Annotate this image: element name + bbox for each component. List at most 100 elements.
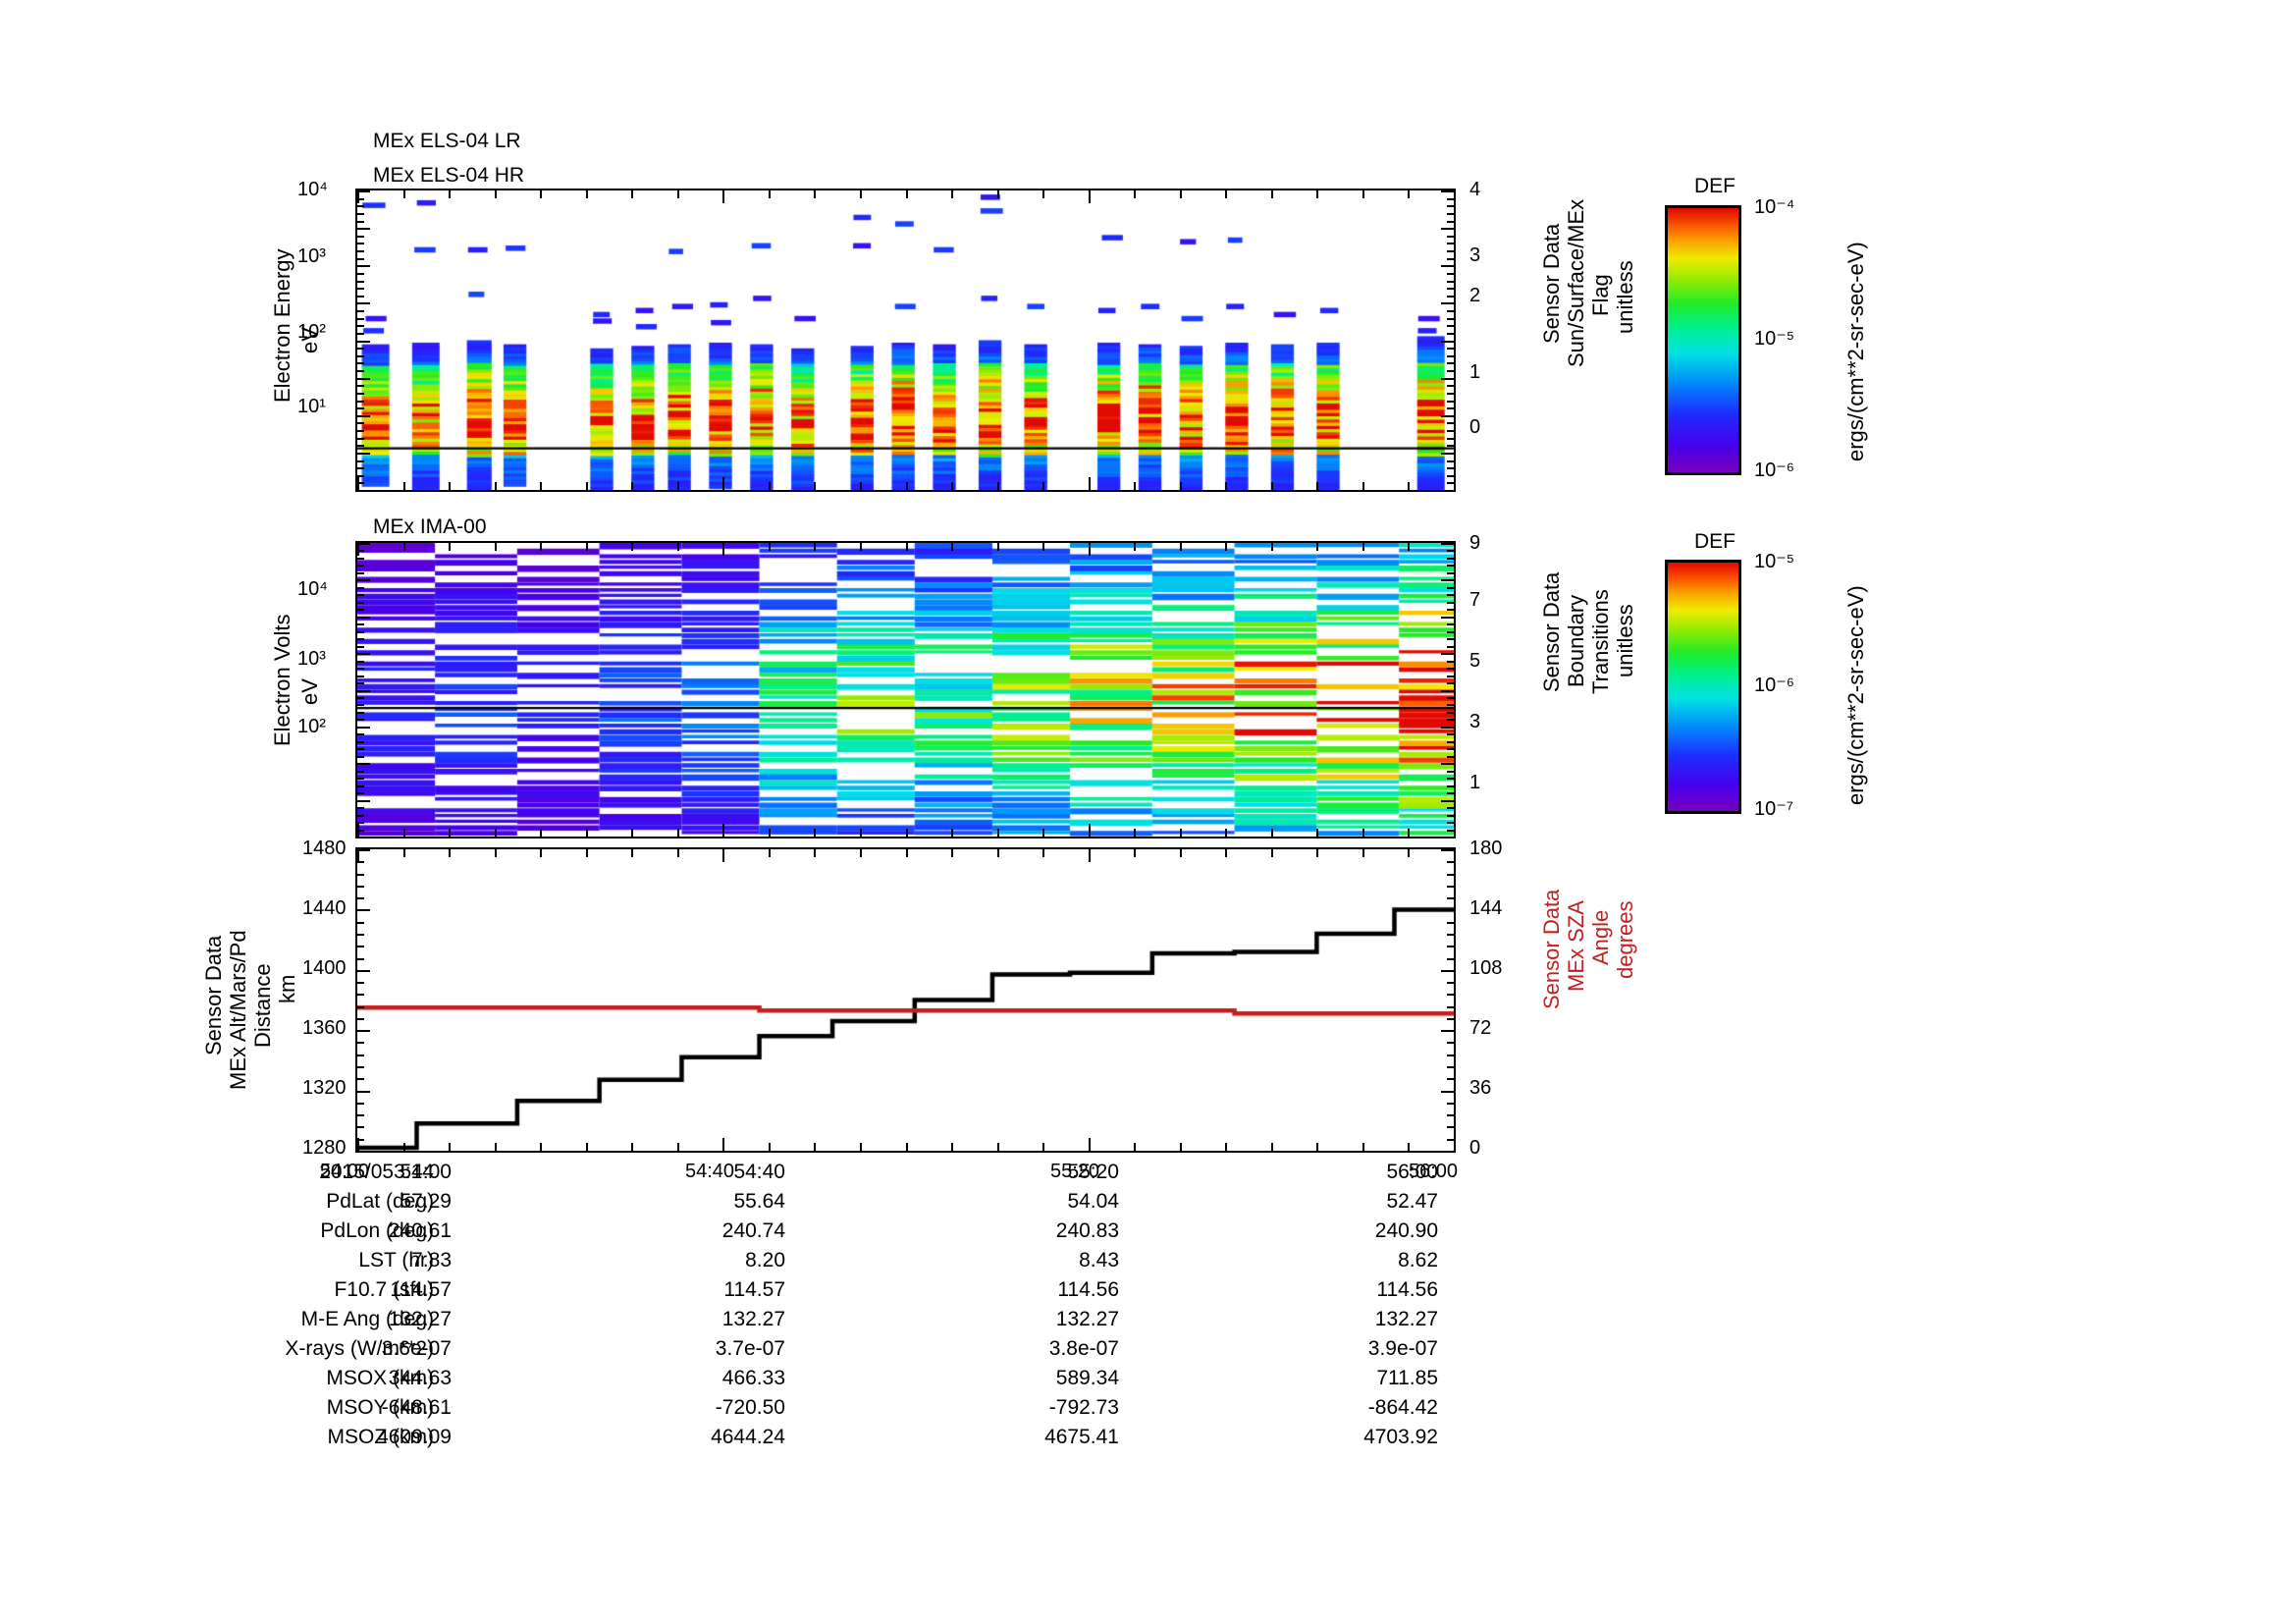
axis-tick-mark — [1447, 982, 1454, 984]
axis-tick-mark — [769, 849, 771, 857]
panel3-ytick-0: 1480 — [302, 838, 347, 859]
axis-tick-mark — [951, 1143, 953, 1151]
colorbar1-tick-0: 10⁻⁴ — [1754, 196, 1795, 218]
axis-tick-mark — [1447, 676, 1454, 677]
axis-tick-mark — [1271, 482, 1273, 490]
axis-tick-mark — [860, 829, 862, 837]
axis-tick-mark — [357, 1055, 364, 1056]
panel1-ytick-right-1: 3 — [1469, 244, 1481, 266]
table-cell: 54.04 — [1067, 1190, 1119, 1213]
axis-tick-mark — [495, 849, 497, 857]
panel3-right-label-line3: Angle — [1588, 909, 1613, 965]
axis-tick-mark — [631, 829, 633, 837]
axis-tick-mark — [357, 477, 359, 490]
axis-tick-mark — [1362, 829, 1364, 837]
panel1-yaxis-label-line1: Electron Energy — [270, 248, 294, 403]
table-row: PdLat (deg) 57.29 55.64 54.04 52.47 — [177, 1190, 1492, 1219]
axis-tick-mark — [1408, 543, 1410, 551]
table-cell: 57.29 — [400, 1190, 452, 1213]
axis-tick-mark — [1447, 1078, 1454, 1080]
axis-tick-mark — [1441, 970, 1454, 972]
panel2-right-label-line3: Transitions — [1588, 589, 1613, 694]
axis-tick-mark — [357, 733, 364, 735]
axis-tick-mark — [1271, 849, 1273, 857]
axis-tick-mark — [1447, 638, 1454, 640]
panel2-ytick-right-4: 1 — [1469, 772, 1481, 793]
axis-tick-mark — [860, 190, 862, 198]
axis-tick-mark — [449, 543, 451, 551]
table-cell: 240.74 — [721, 1219, 785, 1242]
axis-tick-mark — [1441, 415, 1454, 417]
axis-tick-mark — [1441, 1151, 1454, 1153]
axis-tick-mark — [357, 712, 364, 714]
axis-tick-mark — [357, 475, 364, 477]
axis-tick-mark — [631, 482, 633, 490]
panel3-yaxis-label-line1: Sensor Data — [201, 935, 226, 1055]
table-row: MSOY (km) -648.61 -720.50 -792.73 -864.42 — [177, 1396, 1492, 1426]
table-cell: 54:40 — [733, 1161, 785, 1183]
axis-tick-mark — [1134, 190, 1136, 198]
axis-tick-mark — [1447, 792, 1454, 794]
axis-tick-mark — [1454, 824, 1456, 837]
axis-tick-mark — [1316, 482, 1318, 490]
panel2-ytick-right-2: 5 — [1469, 650, 1481, 672]
axis-tick-mark — [403, 482, 405, 490]
axis-tick-mark — [1447, 221, 1454, 223]
table-cell: 7.83 — [411, 1249, 452, 1271]
axis-tick-mark — [1447, 325, 1454, 327]
axis-tick-mark — [1441, 378, 1454, 380]
axis-tick-mark — [403, 543, 405, 551]
axis-tick-mark — [1441, 617, 1454, 619]
axis-tick-mark — [1447, 370, 1454, 372]
axis-tick-mark — [906, 543, 908, 551]
axis-tick-mark — [1134, 849, 1136, 857]
axis-tick-mark — [586, 1143, 588, 1151]
panel2-ytick-0: 10⁴ — [297, 578, 328, 600]
axis-tick-mark — [1447, 445, 1454, 447]
axis-tick-mark — [495, 1143, 497, 1151]
axis-tick-mark — [1447, 934, 1454, 936]
axis-tick-mark — [357, 909, 370, 911]
axis-tick-mark — [814, 543, 816, 551]
axis-tick-mark — [357, 415, 370, 417]
axis-tick-mark — [357, 325, 364, 327]
axis-tick-mark — [1447, 697, 1454, 699]
axis-tick-mark — [860, 849, 862, 857]
axis-tick-mark — [1408, 849, 1410, 857]
axis-tick-mark — [357, 874, 364, 876]
axis-tick-mark — [1447, 385, 1454, 387]
axis-tick-mark — [906, 1143, 908, 1151]
axis-tick-mark — [357, 1006, 364, 1008]
axis-tick-mark — [769, 543, 771, 551]
axis-tick-mark — [1447, 288, 1454, 290]
panel3-ytick-right-0: 180 — [1469, 838, 1503, 859]
panel3-right-label-line2: MEx SZA — [1564, 900, 1588, 992]
colorbar1-tick-2: 10⁻⁶ — [1754, 460, 1795, 481]
axis-tick-mark — [1362, 482, 1364, 490]
axis-tick-mark — [1447, 467, 1454, 469]
axis-tick-mark — [1447, 958, 1454, 960]
axis-tick-mark — [997, 829, 999, 837]
axis-tick-mark — [1441, 1091, 1454, 1093]
axis-tick-mark — [357, 558, 364, 560]
axis-tick-mark — [357, 676, 364, 677]
axis-tick-mark — [540, 829, 542, 837]
axis-tick-mark — [1441, 800, 1454, 802]
axis-tick-mark — [1134, 829, 1136, 837]
axis-tick-mark — [951, 482, 953, 490]
axis-tick-mark — [403, 829, 405, 837]
axis-tick-mark — [357, 646, 364, 648]
table-cell: 3.7e-07 — [715, 1337, 785, 1360]
axis-tick-mark — [769, 482, 771, 490]
panel1-ytick-1: 10³ — [297, 245, 326, 267]
panel2-ytick-2: 10² — [297, 716, 326, 737]
axis-tick-mark — [814, 829, 816, 837]
axis-tick-mark — [1447, 296, 1454, 298]
axis-tick-mark — [1316, 849, 1318, 857]
axis-tick-mark — [1447, 1126, 1454, 1128]
table-row-label: F10.7 (sfu) — [334, 1278, 434, 1301]
axis-tick-mark — [722, 849, 724, 862]
panel1-ytick-0: 10⁴ — [297, 179, 328, 200]
axis-tick-mark — [357, 422, 364, 424]
axis-tick-mark — [357, 579, 370, 581]
